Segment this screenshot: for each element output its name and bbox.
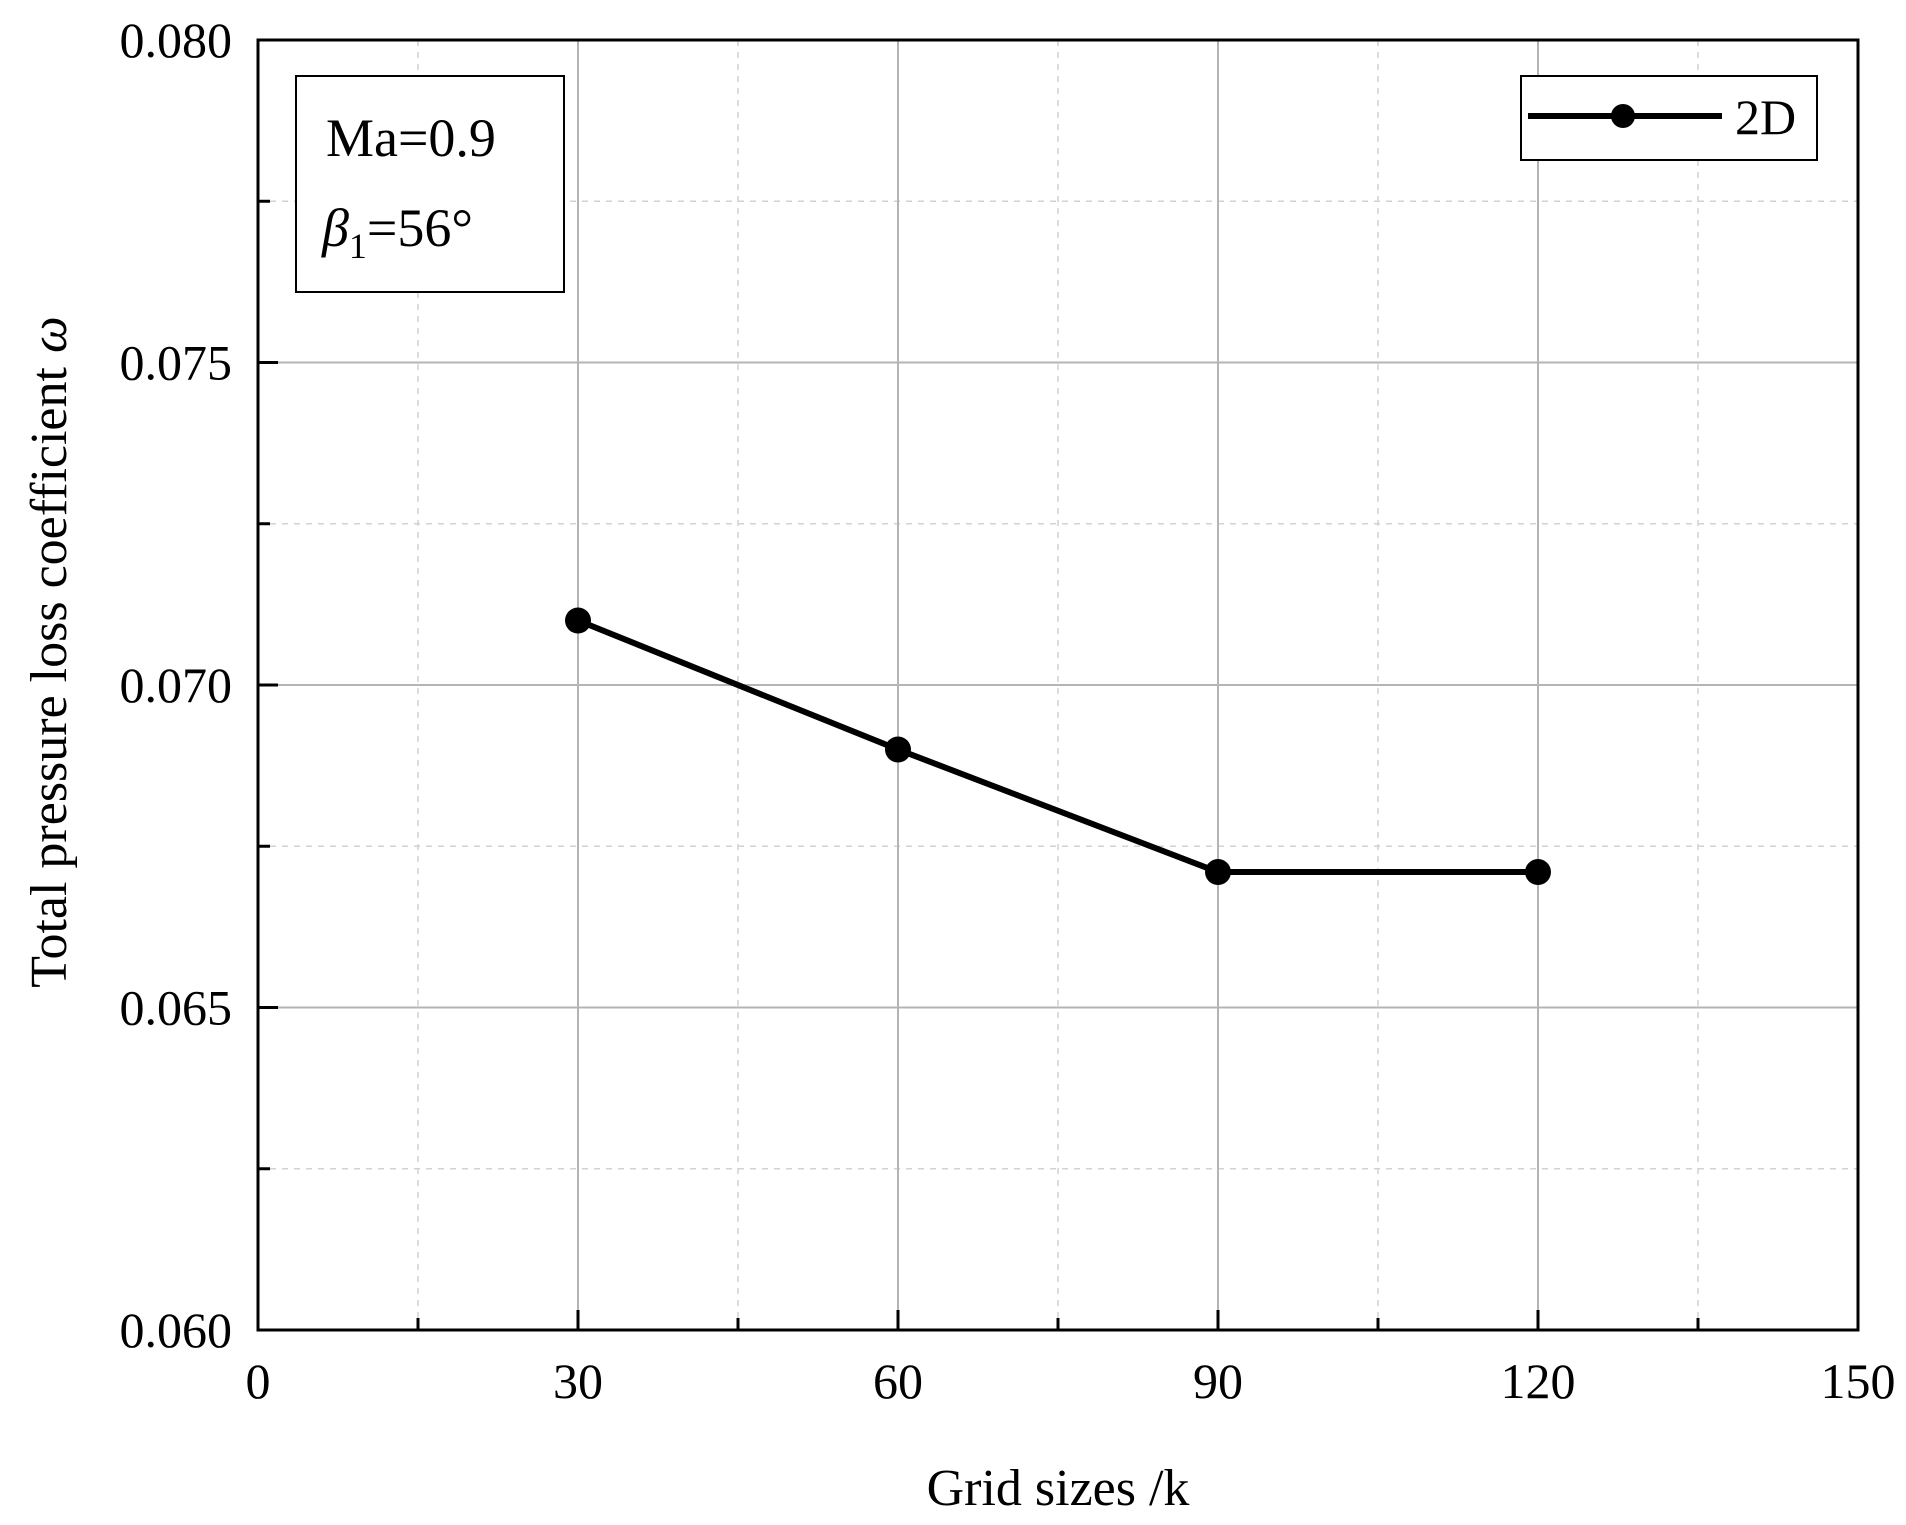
y-tick-label-4: 0.080 [120,12,233,68]
x-tick-label-3: 90 [1193,1353,1243,1409]
x-tick-label-2: 60 [873,1353,923,1409]
annotation-mach: Ma=0.9 [326,108,496,168]
y-tick-labels: 0.060 0.065 0.070 0.075 0.080 [120,12,233,1358]
condition-annotation: Ma=0.9 β1=56° [295,75,565,293]
x-tick-label-4: 120 [1501,1353,1576,1409]
x-axis-title: Grid sizes /k [927,1460,1190,1517]
legend-label-2d: 2D [1735,89,1796,145]
data-point-90[interactable] [1205,859,1231,886]
major-gridlines [258,40,1858,1330]
axis-ticks [256,38,1860,1332]
y-tick-label-1: 0.065 [120,980,233,1036]
y-axis-title-symbol: ω [21,316,78,353]
y-tick-label-3: 0.075 [120,335,233,391]
series-2d [565,607,1551,886]
x-tick-labels: 0 30 60 90 120 150 [246,1353,1896,1409]
annotation-box [295,75,565,293]
legend-marker-2d [1611,104,1635,128]
y-tick-label-0: 0.060 [120,1302,233,1358]
x-tick-label-1: 30 [553,1353,603,1409]
data-point-120[interactable] [1525,859,1551,886]
legend[interactable]: 2D [1520,75,1818,161]
y-axis-title-text: Total pressure loss coefficient [21,366,78,987]
annotation-angle-value: =56° [367,198,473,258]
y-axis-title: Total pressure loss coefficient ω [21,316,78,987]
annotation-beta-symbol: β [321,198,349,258]
y-tick-label-2: 0.070 [120,657,233,713]
x-tick-label-0: 0 [246,1353,271,1409]
annotation-angle: β1=56° [321,198,473,266]
series-line-0 [576,617,1538,876]
x-tick-label-5: 150 [1821,1353,1896,1409]
data-point-30[interactable] [565,607,591,634]
data-point-60[interactable] [885,736,911,763]
annotation-beta-subscript: 1 [349,226,367,266]
